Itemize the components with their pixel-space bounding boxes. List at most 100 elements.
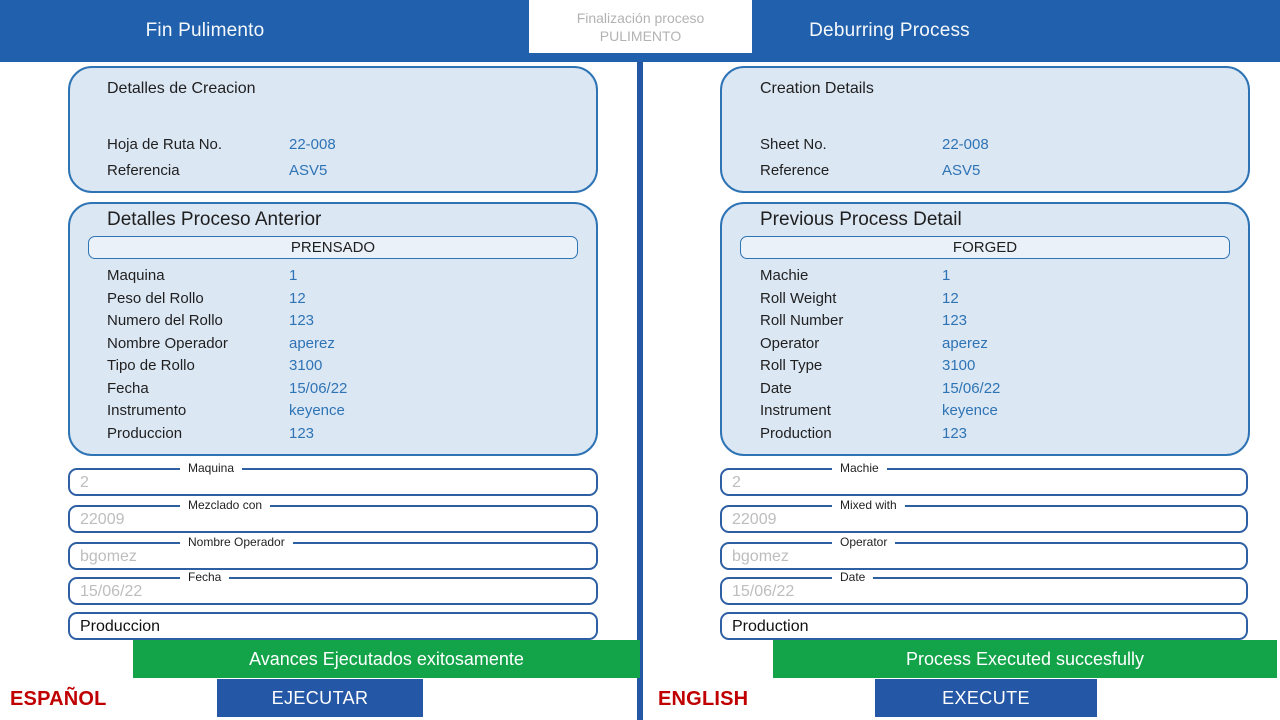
process-row: Operator aperez [760,333,1248,356]
process-finalization-line1: Finalización proceso [576,9,705,26]
row-value: 3100 [289,357,323,374]
process-row: Peso del Rollo 12 [107,288,596,311]
previous-process-title-es: Detalles Proceso Anterior [107,209,322,230]
previous-process-box-en: Previous Process Detail FORGED Machie 1 … [720,202,1250,456]
row-value: 15/06/22 [942,379,1001,397]
row-label: Roll Type [760,357,823,374]
date-input-es[interactable] [78,580,582,604]
language-label-en: ENGLISH [658,688,749,710]
row-label: Roll Weight [760,289,837,307]
mixed-with-input-en[interactable] [730,508,1234,532]
row-value: 3100 [942,357,976,374]
row-label: Numero del Rollo [107,312,223,329]
mixed-with-field-es[interactable]: Mezclado con [68,498,598,533]
row-value: aperez [289,334,335,352]
row-label: Tipo de Rollo [107,357,195,374]
top-bar: Fin Pulimento Finalización proceso PULIM… [0,0,1280,62]
left-panel-title: Fin Pulimento [145,20,265,41]
production-input-es[interactable] [78,615,582,639]
operator-input-en[interactable] [730,545,1234,569]
row-value: 12 [942,289,959,307]
row-value: 1 [289,267,298,284]
process-finalization-box: Finalización proceso PULIMENTO [529,0,752,53]
creation-row: Referencia ASV5 [107,158,596,184]
row-value: 15/06/22 [289,379,348,397]
process-row: Fecha 15/06/22 [107,378,596,401]
production-field-en[interactable] [720,612,1248,640]
row-label: Referencia [107,162,180,179]
status-bar-en: Process Executed succesfully [773,640,1277,678]
previous-process-box-es: Detalles Proceso Anterior PRENSADO Maqui… [68,202,598,456]
machine-input-es[interactable] [78,471,582,495]
panel-divider [637,62,643,720]
row-label: Maquina [107,267,165,284]
row-value: keyence [289,402,345,419]
row-value: 123 [942,312,968,329]
process-row: Roll Weight 12 [760,288,1248,311]
creation-details-box-en: Creation Details Sheet No. 22-008 Refere… [720,66,1250,193]
creation-row: Hoja de Ruta No. 22-008 [107,132,596,158]
language-label-es: ESPAÑOL [10,688,107,710]
operator-input-es[interactable] [78,545,582,569]
mixed-with-input-es[interactable] [78,508,582,532]
row-label: Sheet No. [760,136,827,153]
status-bar-es: Avances Ejecutados exitosamente [133,640,640,678]
row-label: Nombre Operador [107,334,228,352]
process-row: Numero del Rollo 123 [107,310,596,333]
previous-process-title-en: Previous Process Detail [760,209,962,230]
creation-row: Sheet No. 22-008 [760,132,1248,158]
row-label: Machie [760,267,809,284]
row-value: 12 [289,289,306,307]
process-finalization-line2: PULIMENTO [599,27,682,44]
row-value: 123 [289,424,315,442]
row-label: Instrument [760,402,831,419]
process-row: Instrumento keyence [107,400,596,423]
operator-field-es[interactable]: Nombre Operador [68,535,598,570]
previous-process-name-es: PRENSADO [88,236,578,259]
row-label: Peso del Rollo [107,289,204,307]
previous-process-name-en: FORGED [740,236,1230,259]
row-label: Fecha [107,379,149,397]
process-row: Maquina 1 [107,265,596,288]
row-value: 123 [289,312,315,329]
row-value: 1 [942,267,951,284]
process-row: Roll Type 3100 [760,355,1248,378]
row-label: Hoja de Ruta No. [107,136,223,153]
row-value: ASV5 [942,162,981,179]
creation-details-title-en: Creation Details [760,80,874,97]
row-label: Produccion [107,424,183,442]
machine-field-es[interactable]: Maquina [68,461,598,496]
row-value: 22-008 [289,136,336,153]
creation-details-box-es: Detalles de Creacion Hoja de Ruta No. 22… [68,66,598,193]
row-label: Operator [760,334,820,352]
creation-row: Reference ASV5 [760,158,1248,184]
date-field-en[interactable]: Date [720,570,1248,605]
row-value: 123 [942,424,968,442]
machine-field-en[interactable]: Machie [720,461,1248,496]
row-value: 22-008 [942,136,989,153]
execute-button-en[interactable]: EXECUTE [875,679,1097,717]
process-row: Roll Number 123 [760,310,1248,333]
production-field-es[interactable] [68,612,598,640]
row-label: Instrumento [107,402,187,419]
process-row: Instrument keyence [760,400,1248,423]
date-field-es[interactable]: Fecha [68,570,598,605]
row-label: Date [760,379,792,397]
row-label: Reference [760,162,830,179]
process-row: Machie 1 [760,265,1248,288]
right-panel-title: Deburring Process [809,20,970,41]
production-input-en[interactable] [730,615,1234,639]
row-value: ASV5 [289,162,328,179]
date-input-en[interactable] [730,580,1234,604]
row-label: Production [760,424,832,442]
process-row: Production 123 [760,423,1248,446]
mixed-with-field-en[interactable]: Mixed with [720,498,1248,533]
execute-button-es[interactable]: EJECUTAR [217,679,423,717]
row-value: aperez [942,334,988,352]
machine-input-en[interactable] [730,471,1234,495]
operator-field-en[interactable]: Operator [720,535,1248,570]
row-value: keyence [942,402,998,419]
creation-details-title-es: Detalles de Creacion [107,80,256,97]
row-label: Roll Number [760,312,844,329]
